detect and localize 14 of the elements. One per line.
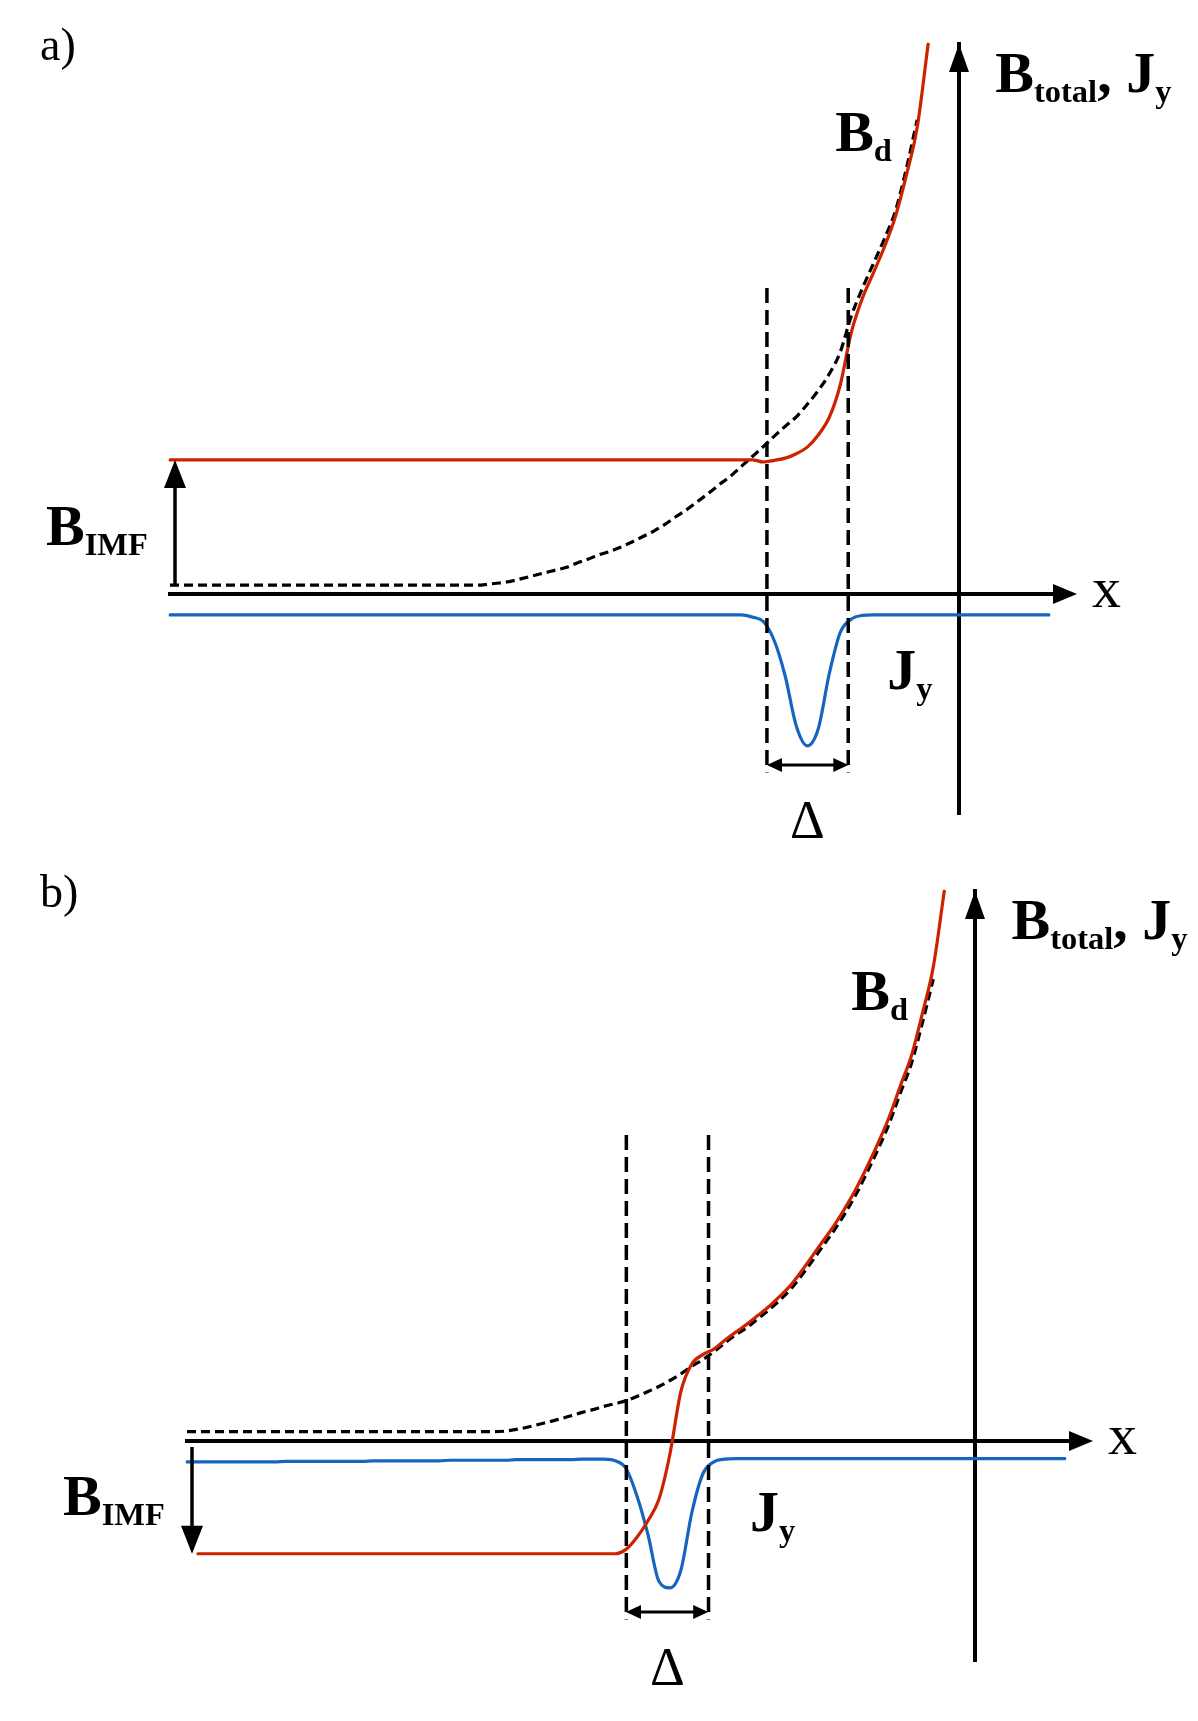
text: B$_{IMF}$: [63, 1463, 165, 1533]
text: B$_{IMF}$: [46, 492, 148, 562]
chart-title: a): [40, 19, 76, 70]
series-label: J$_{y}$: [887, 636, 933, 706]
series-label: B$_{d}$: [835, 98, 892, 168]
y-axis-title: B$_{total}$, J$_{y}$: [1011, 887, 1188, 956]
y-axis-title: B$_{total}$, J$_{y}$: [995, 40, 1172, 109]
x-axis-title: x: [1108, 1401, 1137, 1467]
x-axis-title: x: [1092, 554, 1121, 620]
text: Δ: [649, 1637, 685, 1698]
series-label: B$_{d}$: [851, 958, 909, 1027]
series-label: J$_{y}$: [749, 1478, 796, 1548]
chart-title: b): [40, 866, 79, 917]
text: Δ: [790, 790, 825, 851]
